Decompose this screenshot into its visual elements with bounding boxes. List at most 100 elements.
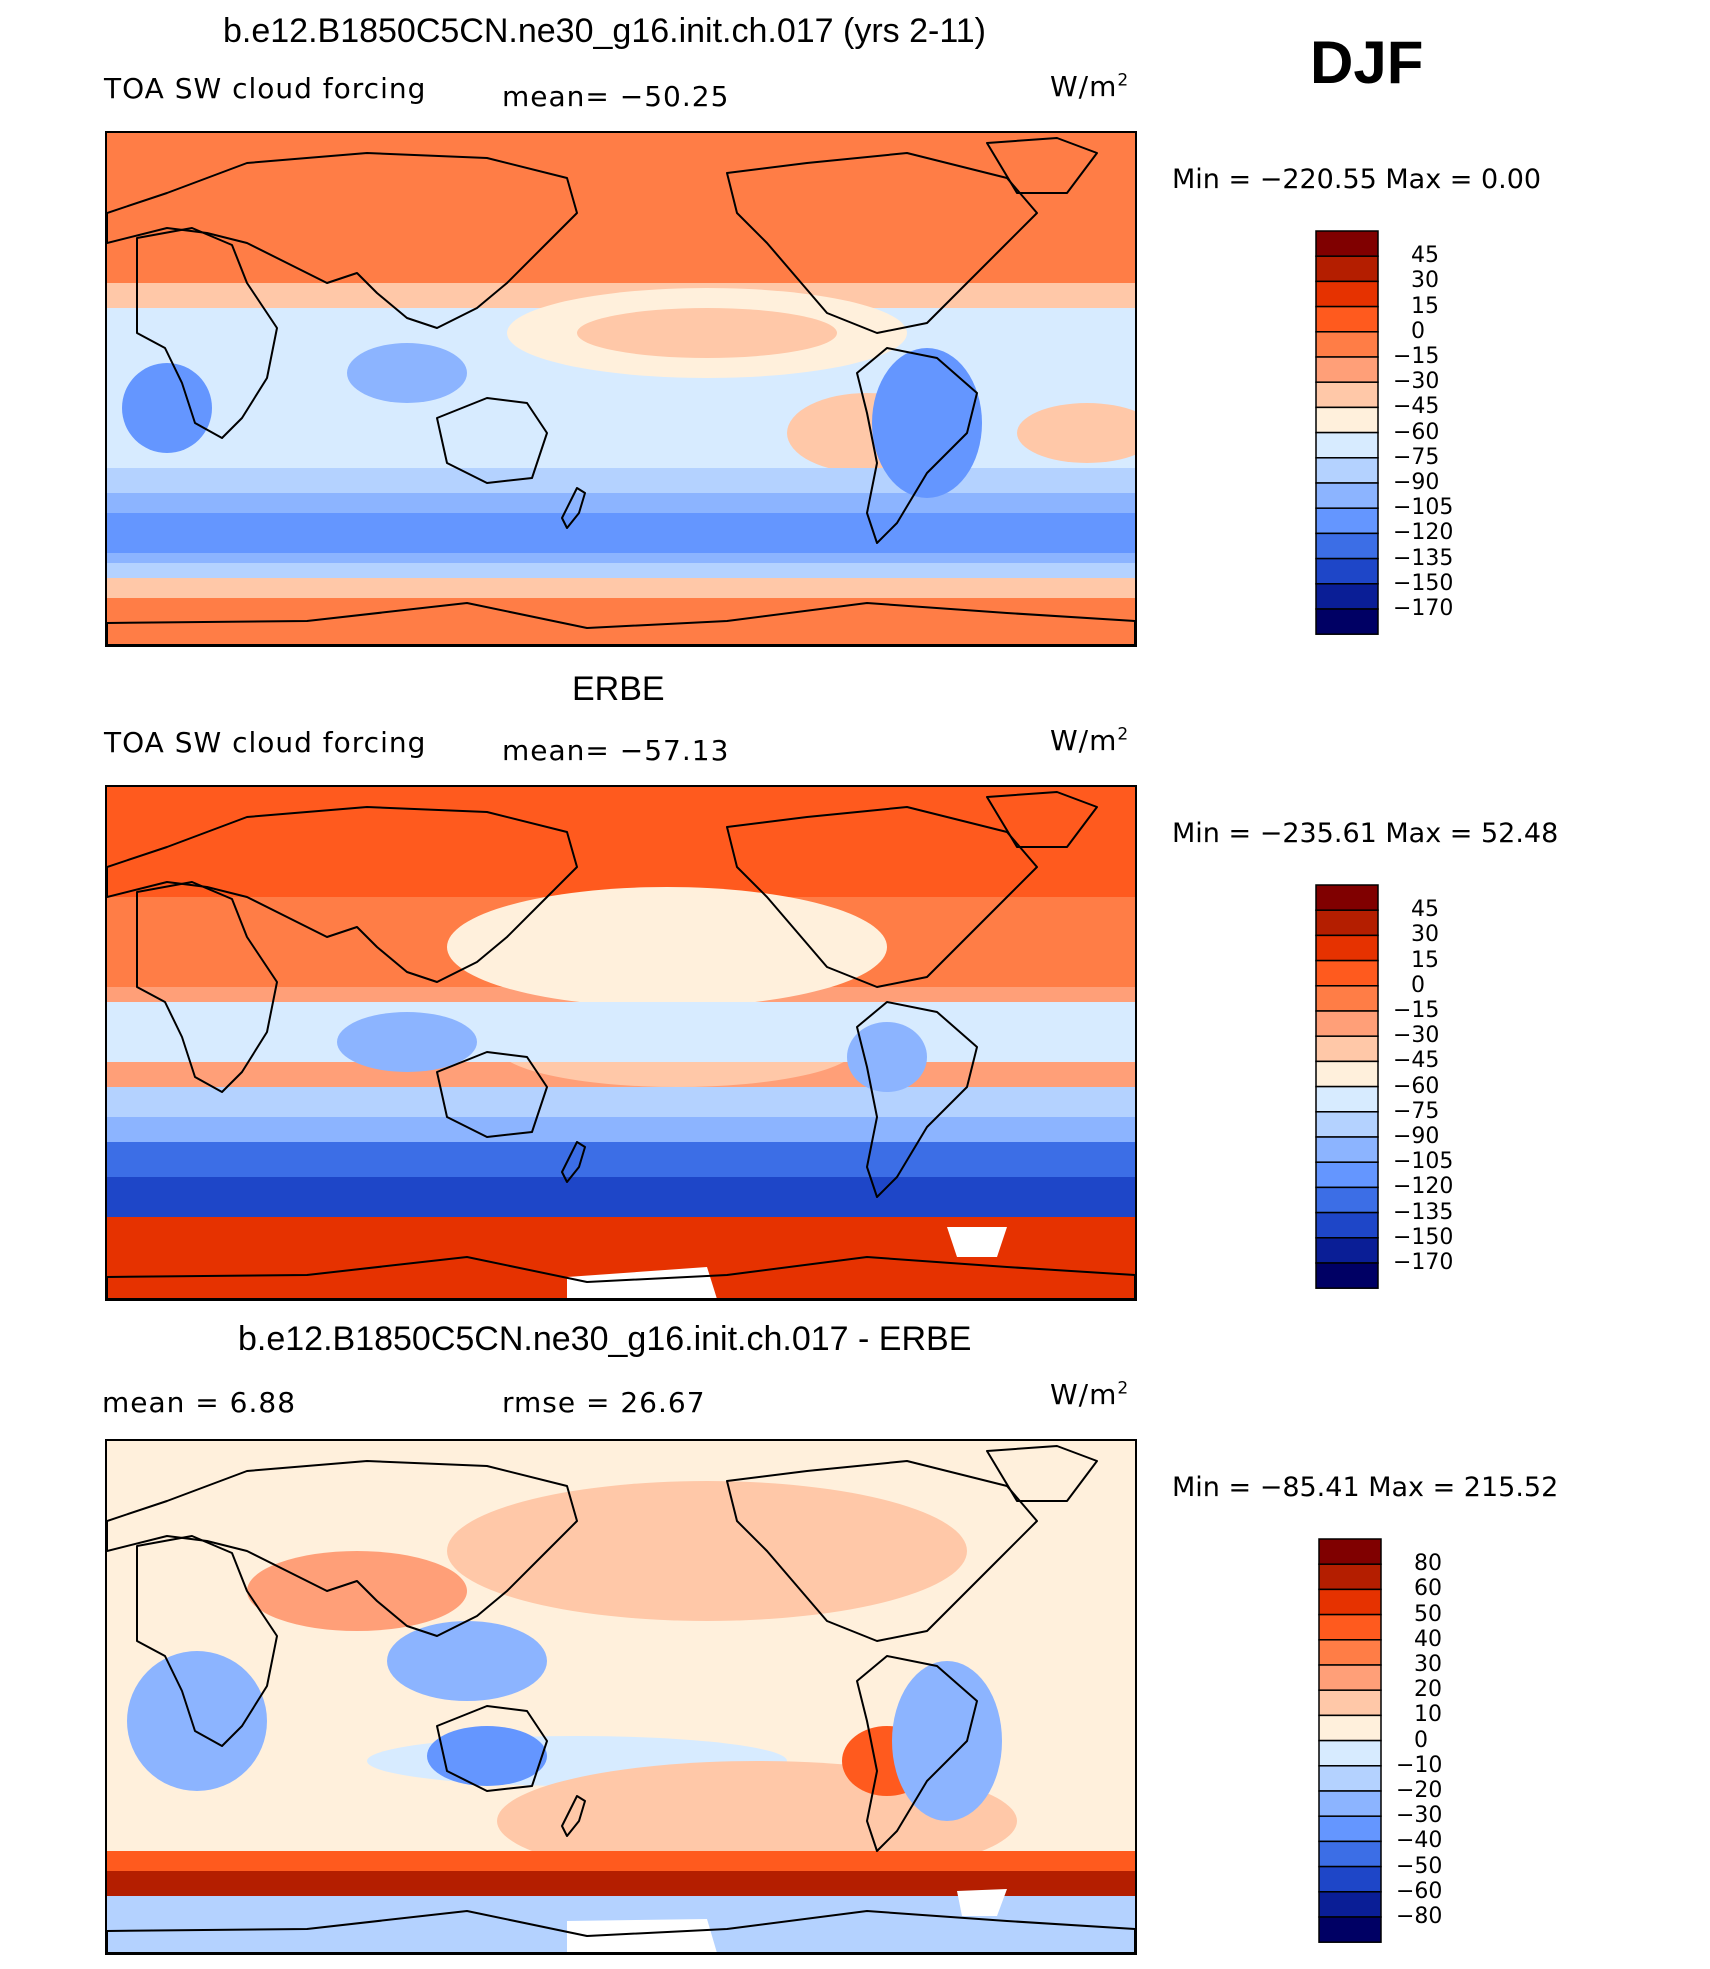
coastline-3 [561, 1141, 586, 1183]
colorbar-tick-label: −45 [1393, 394, 1440, 420]
colorbar-swatch-10 [1315, 1136, 1379, 1163]
colorbar-tick-label: 45 [1411, 243, 1439, 269]
colorbar-swatch-14 [1315, 583, 1379, 610]
panel2-title: ERBE [572, 670, 665, 708]
panel2-units: W/m2 [1050, 724, 1130, 757]
colorbar-swatch-10 [1315, 482, 1379, 509]
colorbar-svg [1315, 230, 1379, 635]
coastline-1 [107, 806, 578, 983]
panel2-field-label: TOA SW cloud forcing [104, 726, 427, 759]
panel2-mean: mean= −57.13 [502, 734, 730, 767]
coastline-6 [986, 791, 1098, 848]
coastline-2 [436, 1051, 548, 1138]
coastline-7 [107, 1910, 1135, 1953]
colorbar-tick-label: −90 [1393, 1124, 1440, 1149]
colorbar-tick-label: 45 [1411, 897, 1439, 923]
colorbar-tick-label: −60 [1393, 1073, 1440, 1099]
coastline-5 [856, 1001, 978, 1198]
colorbar-swatch-13 [1315, 557, 1379, 585]
colorbar-swatch-3 [1315, 305, 1379, 333]
coastline-5 [856, 347, 978, 544]
colorbar-swatch-12 [1315, 1186, 1379, 1214]
colorbar-swatch-1 [1318, 1563, 1382, 1591]
colorbar-tick-label: 15 [1411, 293, 1439, 319]
panel3-map [105, 1439, 1137, 1955]
colorbar-tick-label: −120 [1393, 1174, 1454, 1200]
colorbar-tick-label: −105 [1393, 495, 1454, 521]
panel1-mean: mean= −50.25 [502, 80, 730, 113]
colorbar-tick-label: −50 [1396, 1853, 1443, 1879]
colorbar-tick-label: −15 [1393, 344, 1440, 369]
colorbar-swatch-11 [1318, 1815, 1382, 1843]
colorbar-swatch-8 [1315, 431, 1379, 459]
coastline-0 [136, 227, 278, 439]
colorbar-tick-label: −170 [1393, 596, 1454, 621]
colorbar-swatch-13 [1315, 1211, 1379, 1239]
colorbar-tick-label: −105 [1393, 1149, 1454, 1175]
colorbar-tick-label: −45 [1393, 1048, 1440, 1074]
colorbar-tick-label: 80 [1414, 1551, 1442, 1577]
colorbar-swatch-2 [1318, 1588, 1382, 1616]
colorbar-tick-label: −60 [1396, 1878, 1443, 1904]
colorbar-tick-label: 40 [1414, 1626, 1442, 1652]
map-svg [107, 787, 1135, 1299]
season-label: DJF [1310, 29, 1424, 96]
coastline-3 [561, 487, 586, 529]
colorbar-tick-label: −150 [1393, 1224, 1454, 1250]
colorbar-tick-label: −10 [1396, 1752, 1443, 1778]
colorbar-swatch-5 [1315, 356, 1379, 383]
panel3-mean: mean = 6.88 [102, 1386, 297, 1419]
colorbar-tick-label: −40 [1396, 1828, 1443, 1854]
colorbar-tick-label: −60 [1393, 419, 1440, 445]
colorbar-swatch-4 [1315, 331, 1379, 358]
colorbar-swatch-13 [1318, 1865, 1382, 1893]
coastline-6 [986, 1445, 1098, 1502]
colorbar-tick-label: 10 [1414, 1702, 1442, 1728]
panel3-rmse: rmse = 26.67 [502, 1386, 706, 1419]
panel1-title: b.e12.B1850C5CN.ne30_g16.init.ch.017 (yr… [223, 12, 986, 50]
colorbar-tick-label: −75 [1393, 1098, 1440, 1124]
colorbar-swatch-12 [1315, 532, 1379, 560]
colorbar-swatch-7 [1318, 1714, 1382, 1742]
colorbar-swatch-9 [1318, 1765, 1382, 1792]
colorbar-tick-label: −170 [1393, 1250, 1454, 1275]
colorbar-tick-label: −135 [1393, 545, 1454, 571]
panel3-title: b.e12.B1850C5CN.ne30_g16.init.ch.017 - E… [238, 1320, 972, 1358]
colorbar-swatch-15 [1315, 1262, 1379, 1289]
colorbar-swatch-11 [1315, 1161, 1379, 1189]
panel2-min-max: Min = −235.61 Max = 52.48 [1172, 818, 1559, 849]
colorbar-swatch-15 [1318, 1916, 1382, 1943]
coastline-5 [856, 1655, 978, 1852]
colorbar-swatch-14 [1315, 1237, 1379, 1264]
colorbar-swatch-10 [1318, 1790, 1382, 1817]
colorbar-tick-label: 0 [1411, 972, 1425, 998]
coastline-2 [436, 397, 548, 484]
colorbar-tick-label: −30 [1396, 1803, 1443, 1829]
colorbar-swatch-8 [1315, 1085, 1379, 1113]
colorbar-tick-label: −30 [1393, 1023, 1440, 1049]
colorbar-swatch-1 [1315, 909, 1379, 937]
colorbar-tick-label: 60 [1414, 1576, 1442, 1602]
colorbar-swatch-15 [1315, 608, 1379, 635]
colorbar-swatch-3 [1318, 1613, 1382, 1641]
colorbar-swatch-0 [1315, 884, 1379, 911]
coastline-4 [726, 1460, 1038, 1642]
colorbar-swatch-5 [1318, 1664, 1382, 1691]
colorbar-swatch-6 [1318, 1689, 1382, 1717]
coastline-1 [107, 152, 578, 329]
panel2-map [105, 785, 1137, 1301]
coastline-4 [726, 152, 1038, 334]
colorbar-swatch-7 [1315, 406, 1379, 434]
colorbar-tick-label: 30 [1411, 922, 1439, 948]
colorbar-tick-label: 20 [1414, 1677, 1442, 1703]
panel1-field-label: TOA SW cloud forcing [104, 72, 427, 105]
colorbar-swatch-6 [1315, 381, 1379, 409]
colorbar-svg [1315, 884, 1379, 1289]
coastline-7 [107, 1256, 1135, 1299]
colorbar-swatch-0 [1315, 230, 1379, 257]
map-svg [107, 1441, 1135, 1953]
colorbar-tick-label: 0 [1411, 318, 1425, 344]
coastline-1 [107, 1460, 578, 1637]
colorbar-svg [1318, 1538, 1382, 1943]
panel1-map [105, 131, 1137, 647]
